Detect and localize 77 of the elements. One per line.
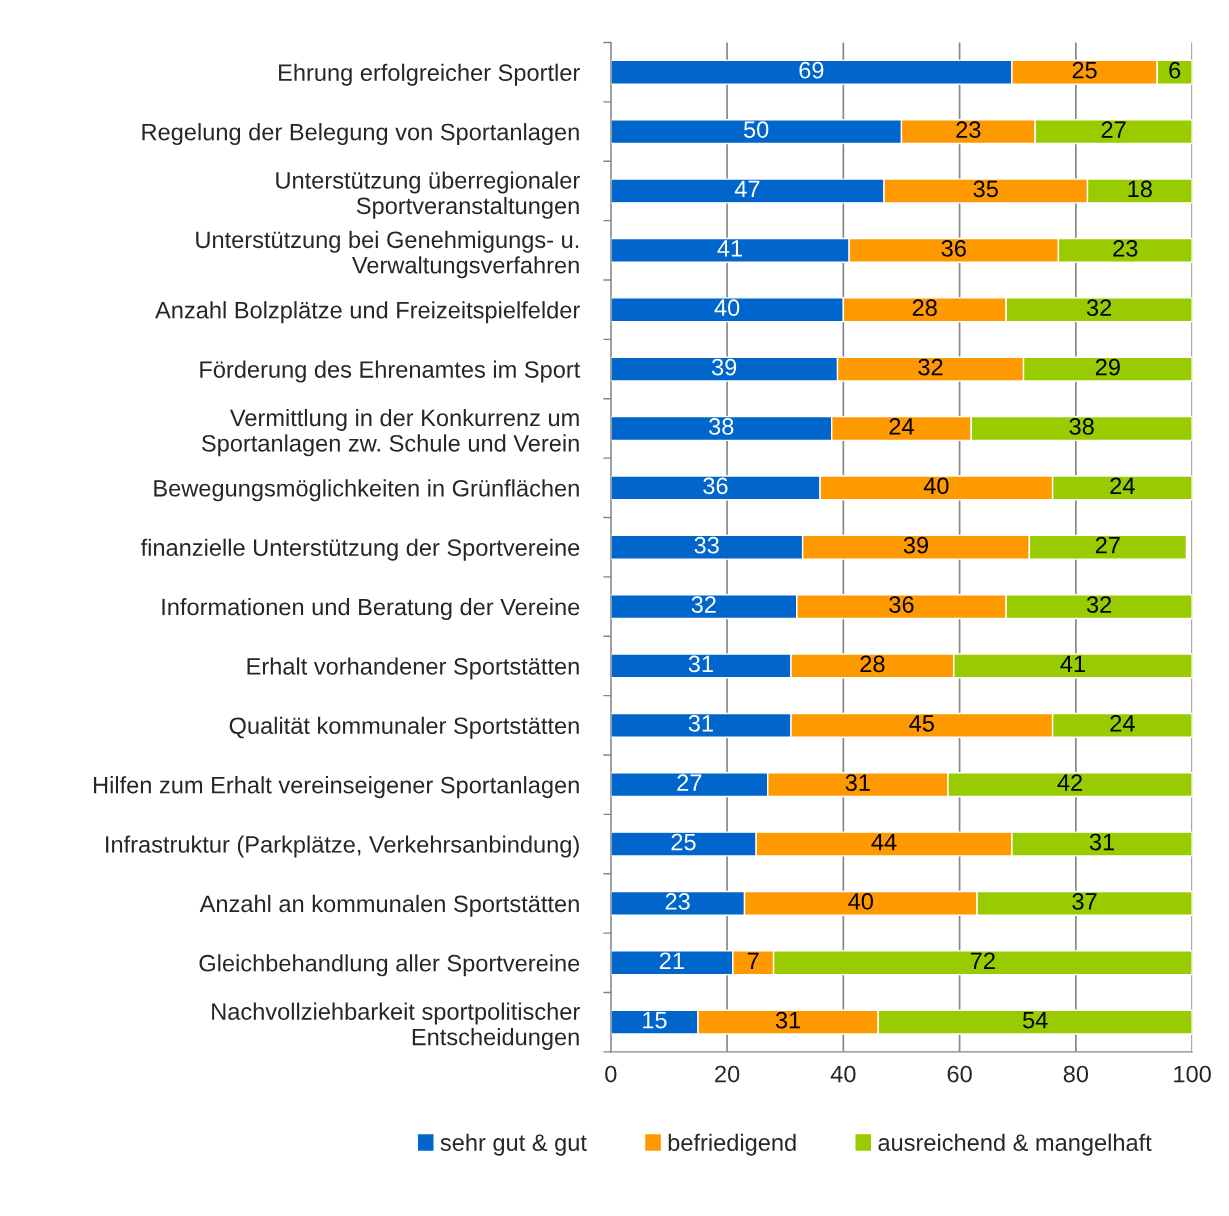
y-tick-label: Bewegungsmöglichkeiten in Grünflächen xyxy=(154,479,579,502)
y-tick-label: Förderung des Ehrenamtes im Sport xyxy=(200,360,581,383)
x-tick-label: 100 xyxy=(1174,1065,1211,1083)
data-label: 69 xyxy=(799,61,824,79)
y-tick-label: Regelung der Belegung von Sportanlagen xyxy=(142,123,579,146)
data-label: 25 xyxy=(671,833,696,851)
y-tick-label: Ehrung erfolgreicher Sportler xyxy=(279,63,580,86)
data-label: 35 xyxy=(973,180,998,198)
data-label: 28 xyxy=(912,299,937,317)
data-label: 31 xyxy=(775,1011,801,1029)
y-tick-label: Vermittlung in der Konkurrenz um Sportanlagen zw. Schule und Verein xyxy=(201,408,579,457)
data-label: 32 xyxy=(691,596,716,613)
data-label: 40 xyxy=(848,893,873,910)
data-label: 24 xyxy=(889,418,914,435)
x-tick-label: 60 xyxy=(947,1065,972,1083)
data-label: 29 xyxy=(1095,358,1120,376)
y-tick-label: Gleichbehandlung aller Sportvereine xyxy=(199,954,580,977)
data-label: 24 xyxy=(1110,714,1135,732)
data-label: 39 xyxy=(711,358,737,376)
data-label: 41 xyxy=(717,240,742,257)
y-tick-label: finanzielle Unterstützung der Sportvereine xyxy=(140,538,580,561)
y-tick-label: Informationen und Beratung der Vereine xyxy=(162,598,580,621)
y-tick-label: Unterstützung bei Genehmigungs- u. Verwaltungsverfahren xyxy=(196,230,579,279)
data-label: 24 xyxy=(1110,477,1135,494)
y-tick-label: Anzahl an kommunalen Sportstätten xyxy=(199,894,579,917)
y-tick-label: Infrastruktur (Parkplätze, Verkehrsanbindung) xyxy=(106,835,579,858)
x-tick-label: 20 xyxy=(715,1065,740,1083)
legend-label: ausreichend & mangelhaft xyxy=(878,1133,1152,1156)
data-label: 36 xyxy=(703,477,728,495)
x-tick-label: 40 xyxy=(830,1065,856,1083)
data-label: 36 xyxy=(889,596,914,613)
data-label: 32 xyxy=(1086,299,1112,317)
data-label: 54 xyxy=(1022,1012,1048,1029)
data-label: 23 xyxy=(956,121,981,138)
data-label: 50 xyxy=(743,121,769,138)
data-label: 27 xyxy=(1095,536,1120,554)
data-label: 38 xyxy=(709,418,734,435)
data-label: 33 xyxy=(694,536,719,554)
data-label: 44 xyxy=(871,833,897,851)
data-label: 39 xyxy=(903,536,929,554)
data-label: 41 xyxy=(1060,655,1085,673)
x-tick-label: 80 xyxy=(1063,1065,1089,1083)
data-label: 23 xyxy=(1113,239,1138,257)
data-label: 37 xyxy=(1072,893,1097,910)
data-label: 31 xyxy=(688,714,713,732)
data-label: 23 xyxy=(665,893,690,910)
x-tick-label: 0 xyxy=(605,1065,617,1083)
y-tick-label: Unterstützung überregionaler Sportveranstaltungen xyxy=(276,171,580,219)
legend-label: sehr gut & gut xyxy=(440,1133,587,1156)
data-label: 18 xyxy=(1128,180,1152,198)
data-label: 42 xyxy=(1057,774,1082,791)
data-label: 21 xyxy=(659,952,684,969)
data-label: 31 xyxy=(1089,833,1115,851)
data-label: 31 xyxy=(845,774,870,792)
y-tick-label: Nachvollziehbarkeit sportpolitischer Entscheidungen xyxy=(212,1002,580,1051)
data-label: 32 xyxy=(1086,596,1112,613)
y-tick-label: Hilfen zum Erhalt vereinseigener Sportanlagen xyxy=(93,776,579,799)
data-label: 6 xyxy=(1169,61,1181,79)
data-label: 45 xyxy=(909,715,934,732)
data-label: 40 xyxy=(923,477,949,495)
data-label: 15 xyxy=(643,1012,667,1029)
legend-label: befriedigend xyxy=(668,1133,796,1156)
data-label: 40 xyxy=(714,299,740,317)
data-label: 27 xyxy=(1101,121,1126,138)
data-label: 47 xyxy=(734,180,760,198)
data-label: 27 xyxy=(677,774,702,791)
y-tick-label: Anzahl Bolzplätze und Freizeitspielfelder xyxy=(155,301,580,324)
data-label: 31 xyxy=(688,655,713,673)
data-label: 36 xyxy=(941,239,966,257)
data-label: 72 xyxy=(970,952,995,969)
y-tick-label: Qualität kommunaler Sportstätten xyxy=(229,716,579,739)
data-label: 38 xyxy=(1069,418,1094,435)
data-label: 32 xyxy=(918,358,943,376)
data-label: 28 xyxy=(860,655,885,673)
data-label: 25 xyxy=(1072,61,1097,79)
y-tick-label: Erhalt vorhandener Sportstätten xyxy=(247,657,579,680)
data-label: 7 xyxy=(747,952,759,969)
